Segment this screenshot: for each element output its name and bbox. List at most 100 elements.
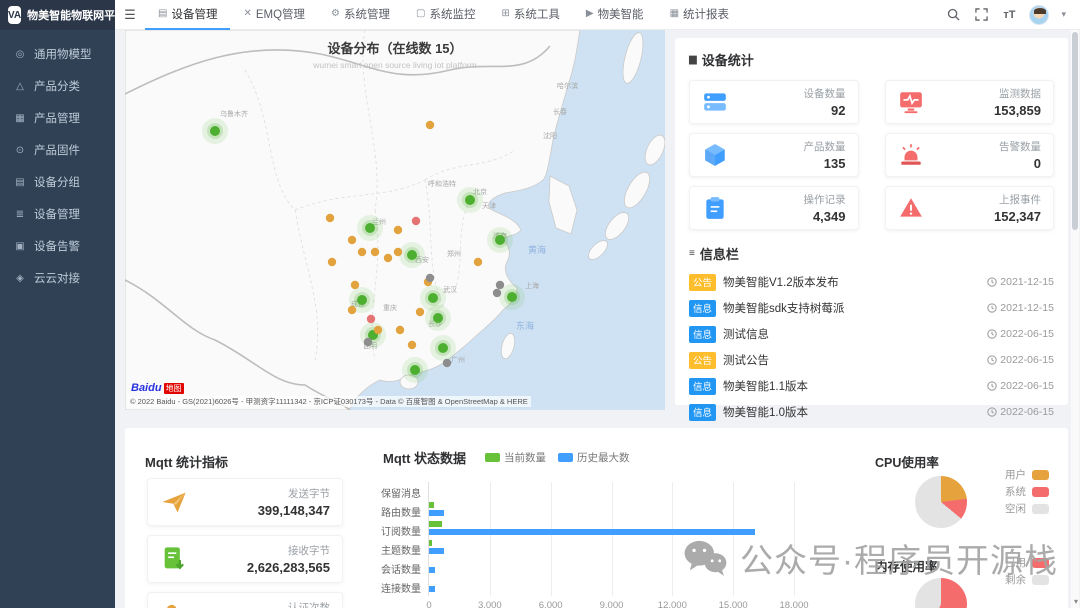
user-menu-caret-icon[interactable]: ▾: [1061, 9, 1066, 19]
cpu-system-swatch: [1032, 486, 1049, 497]
bar-current[interactable]: [429, 521, 443, 527]
news-item[interactable]: 信息 物美智能sdk支持树莓派 2021-12-15: [689, 298, 1054, 318]
tab-wumei-smart[interactable]: ▶ 物美智能: [585, 8, 644, 21]
bar-max[interactable]: [429, 529, 756, 535]
stat-product-count[interactable]: 产品数量 135: [689, 133, 859, 177]
stat-value: 153,859: [994, 103, 1041, 118]
device-marker-red[interactable]: [366, 314, 376, 324]
bar-max[interactable]: [429, 548, 445, 554]
device-marker-orange[interactable]: [325, 213, 335, 223]
baidu-logo[interactable]: Baidu 地图: [131, 382, 184, 394]
device-marker-orange[interactable]: [347, 235, 357, 245]
cpu-usage-pie[interactable]: [915, 476, 967, 528]
device-marker-orange[interactable]: [473, 257, 483, 267]
memory-usage-title: 内存使用率: [875, 560, 938, 574]
news-item[interactable]: 信息 物美智能1.1版本 2022-06-15: [689, 376, 1054, 396]
map-city-label: 西安: [415, 255, 429, 264]
device-marker-orange[interactable]: [327, 257, 337, 267]
scrollbar-thumb[interactable]: [1072, 32, 1078, 230]
news-item[interactable]: 信息 物美智能1.0版本 2022-06-15: [689, 402, 1054, 422]
sidebar-item-device-alarm[interactable]: ▣ 设备告警: [15, 240, 80, 254]
device-distribution-map[interactable]: 乌鲁木齐哈尔滨长春沈阳北京天津呼和浩特济南西安兰州郑州成都重庆武汉上海长沙昆明广…: [125, 30, 665, 410]
stat-device-count[interactable]: 设备数量 92: [689, 80, 859, 124]
tab-statistics-report[interactable]: ▦ 统计报表: [669, 8, 730, 21]
metric-send-bytes[interactable]: 发送字节 399,148,347: [147, 478, 343, 526]
legend-current[interactable]: 当前数量: [485, 450, 546, 465]
device-marker-online[interactable]: [407, 250, 417, 260]
metric-receive-bytes[interactable]: 接收字节 2,626,283,565: [147, 535, 343, 583]
device-marker-online[interactable]: [428, 293, 438, 303]
sidebar-item-product-firmware[interactable]: ⊙ 产品固件: [15, 144, 80, 158]
scrollbar-down-arrow[interactable]: ▾: [1073, 597, 1078, 606]
metric-auth-count[interactable]: 认证次数4,152,371: [147, 592, 343, 608]
device-marker-online[interactable]: [438, 343, 448, 353]
device-marker-orange[interactable]: [383, 253, 393, 263]
device-marker-online[interactable]: [357, 295, 367, 305]
device-marker-gray[interactable]: [495, 280, 505, 290]
news-item[interactable]: 信息 测试信息 2022-06-15: [689, 324, 1054, 344]
device-marker-online[interactable]: [410, 365, 420, 375]
device-marker-orange[interactable]: [347, 305, 357, 315]
device-marker-orange[interactable]: [393, 247, 403, 257]
device-marker-red[interactable]: [411, 216, 421, 226]
map-city-label: 长春: [553, 107, 567, 116]
device-marker-online[interactable]: [365, 223, 375, 233]
stat-label: 产品数量: [803, 141, 846, 153]
memory-usage-pie[interactable]: [915, 578, 967, 608]
device-marker-gray[interactable]: [492, 288, 502, 298]
device-marker-online[interactable]: [465, 195, 475, 205]
map-city-label: 成都: [351, 299, 365, 308]
stat-operation-records[interactable]: 操作记录 4,349: [689, 186, 859, 230]
device-marker-orange[interactable]: [357, 247, 367, 257]
sidebar-item-product-manage[interactable]: ▦ 产品管理: [15, 112, 80, 126]
news-item[interactable]: 公告 测试公告 2022-06-15: [689, 350, 1054, 370]
device-marker-gray[interactable]: [442, 358, 452, 368]
bar-category-label: 会话数量: [381, 565, 421, 576]
bar-current[interactable]: [429, 502, 435, 508]
device-marker-orange[interactable]: [370, 247, 380, 257]
bar-max[interactable]: [429, 586, 436, 592]
tab-emq-manage[interactable]: ✕ EMQ管理: [243, 8, 306, 21]
bar-max[interactable]: [429, 567, 436, 573]
device-marker-orange[interactable]: [415, 307, 425, 317]
device-marker-orange[interactable]: [393, 225, 403, 235]
user-avatar[interactable]: [1029, 4, 1050, 25]
fullscreen-icon[interactable]: [973, 7, 989, 23]
news-item[interactable]: 公告 物美智能V1.2版本发布 2021-12-15: [689, 272, 1054, 292]
device-marker-gray[interactable]: [363, 337, 373, 347]
device-marker-orange[interactable]: [395, 325, 405, 335]
font-size-icon[interactable]: ᴛT: [1003, 8, 1016, 21]
search-icon[interactable]: [945, 7, 961, 23]
stat-alarm-count[interactable]: 告警数量 0: [884, 133, 1054, 177]
bar-current[interactable]: [429, 540, 433, 546]
map-city-label: 沈阳: [543, 131, 557, 140]
device-marker-online[interactable]: [495, 235, 505, 245]
device-marker-online[interactable]: [210, 126, 220, 136]
stat-report-events[interactable]: 上报事件 152,347: [884, 186, 1054, 230]
tab-system-tools[interactable]: ⊞ 系统工具: [501, 8, 560, 21]
news-list-icon: ≡: [689, 248, 695, 259]
page-scrollbar[interactable]: [1071, 30, 1079, 608]
device-marker-gray[interactable]: [425, 273, 435, 283]
device-marker-online[interactable]: [507, 292, 517, 302]
sidebar-item-device-manage[interactable]: ≣ 设备管理: [15, 208, 80, 222]
sidebar-collapse-icon[interactable]: ☰: [124, 6, 136, 22]
sidebar-item-product-category[interactable]: △ 产品分类: [0, 70, 115, 102]
bottom-panel: Mqtt 统计指标 发送字节 399,148,347 接收字节 2,626,283,…: [125, 428, 1068, 608]
device-marker-orange[interactable]: [373, 325, 383, 335]
stat-monitor-data[interactable]: 监测数据 153,859: [884, 80, 1054, 124]
sidebar-item-thing-model[interactable]: ◎ 通用物模型: [15, 48, 92, 62]
sidebar-item-device-group[interactable]: ▤ 设备分组: [15, 176, 80, 190]
tab-device-manage[interactable]: ▤ 设备管理: [145, 0, 231, 30]
legend-max[interactable]: 历史最大数: [558, 450, 630, 465]
tab-system-manage[interactable]: ⚙ 系统管理: [331, 8, 391, 21]
cpu-usage-title: CPU使用率: [875, 456, 939, 470]
bar-max[interactable]: [429, 510, 445, 516]
device-marker-online[interactable]: [433, 313, 443, 323]
device-marker-orange[interactable]: [425, 120, 435, 130]
device-marker-orange[interactable]: [350, 280, 360, 290]
sidebar-item-cloud-connect[interactable]: ◈ 云云对接: [0, 262, 115, 294]
device-manage-side-icon: ≣: [15, 208, 25, 220]
tab-system-monitor[interactable]: ▢ 系统监控: [416, 8, 476, 21]
device-marker-orange[interactable]: [407, 340, 417, 350]
